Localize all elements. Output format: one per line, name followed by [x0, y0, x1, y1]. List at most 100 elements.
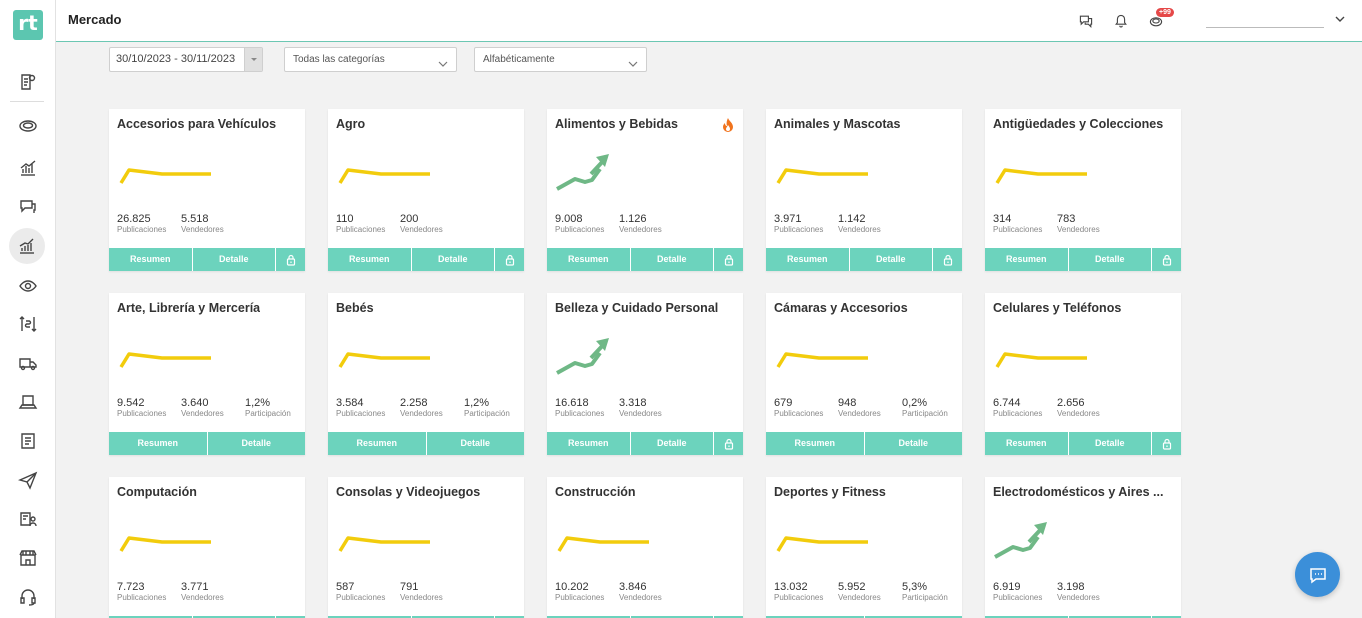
detail-button[interactable]: Detalle — [848, 248, 933, 271]
category-title[interactable]: Arte, Librería y Mercería — [117, 301, 261, 315]
category-title[interactable]: Antigüedades y Colecciones — [993, 117, 1164, 131]
card-actions: Resumen Detalle — [985, 432, 1181, 455]
bell-icon[interactable] — [1111, 11, 1131, 31]
category-title[interactable]: Bebés — [336, 301, 374, 315]
detail-button[interactable]: Detalle — [863, 432, 963, 455]
category-title[interactable]: Animales y Mascotas — [774, 117, 901, 131]
lock-icon[interactable] — [1151, 616, 1181, 618]
category-title[interactable]: Agro — [336, 117, 366, 131]
publications-label: Publicaciones — [774, 593, 824, 602]
user-name[interactable] — [1206, 27, 1324, 28]
summary-button[interactable]: Resumen — [794, 438, 835, 448]
lock-icon[interactable] — [713, 432, 743, 455]
share-stat: 0,2% Participación — [902, 397, 948, 419]
category-title[interactable]: Construcción — [555, 485, 636, 499]
lock-icon[interactable] — [713, 248, 743, 271]
summary-button[interactable]: Resumen — [129, 254, 171, 264]
store-icon[interactable] — [14, 544, 42, 572]
laptop-icon[interactable] — [14, 388, 42, 416]
lock-icon[interactable] — [1151, 248, 1181, 271]
detail-button[interactable]: Detalle — [629, 248, 714, 271]
eye-icon[interactable] — [14, 272, 42, 300]
summary-button[interactable]: Resumen — [1005, 438, 1047, 448]
summary-button[interactable]: Resumen — [348, 254, 390, 264]
summary-button[interactable]: Resumen — [1005, 254, 1047, 264]
category-title[interactable]: Computación — [117, 485, 197, 499]
detail-button[interactable]: Detalle — [1067, 248, 1152, 271]
category-title[interactable]: Consolas y Videojuegos — [336, 485, 481, 499]
summary-button[interactable]: Resumen — [137, 438, 178, 448]
summary-button[interactable]: Resumen — [567, 254, 609, 264]
coins-icon[interactable] — [1146, 11, 1166, 31]
detail-button[interactable]: Detalle — [863, 616, 963, 618]
caret-down-icon[interactable] — [244, 48, 262, 71]
publications-label: Publicaciones — [336, 409, 386, 418]
category-select[interactable]: Todas las categorías — [284, 47, 457, 72]
card-actions: Resumen Detalle — [328, 248, 524, 271]
lock-icon[interactable] — [1151, 432, 1181, 455]
category-title[interactable]: Deportes y Fitness — [774, 485, 886, 499]
date-range-picker[interactable]: 30/10/2023 - 30/11/2023 — [109, 47, 263, 72]
sort-select[interactable]: Alfabéticamente — [474, 47, 647, 72]
lock-icon[interactable] — [275, 616, 305, 618]
card-actions: Resumen Detalle — [766, 616, 962, 618]
trend-flat-sparkline — [338, 352, 430, 368]
card-actions: Resumen Detalle — [547, 248, 743, 271]
truck-icon[interactable] — [14, 349, 42, 377]
category-card: Alimentos y Bebidas 9.008 Publicaciones … — [547, 109, 743, 271]
lock-icon[interactable] — [494, 616, 524, 618]
lock-icon[interactable] — [932, 248, 962, 271]
sellers-stat: 3.640 Vendedores — [181, 397, 224, 419]
detail-button[interactable]: Detalle — [410, 616, 495, 618]
app-logo[interactable]: rt — [13, 10, 43, 40]
detail-button[interactable]: Detalle — [191, 248, 276, 271]
lock-icon[interactable] — [275, 248, 305, 271]
sellers-value: 200 — [400, 213, 419, 225]
chat-icon[interactable] — [14, 193, 42, 221]
document-plus-icon[interactable] — [14, 68, 42, 96]
detail-button[interactable]: Detalle — [1067, 432, 1152, 455]
category-title[interactable]: Accesorios para Vehículos — [117, 117, 277, 131]
summary-button[interactable]: Resumen — [567, 438, 609, 448]
chevron-down-icon[interactable] — [1334, 12, 1348, 26]
share-value: 1,2% — [464, 397, 490, 409]
detail-button[interactable]: Detalle — [410, 248, 495, 271]
category-title[interactable]: Alimentos y Bebidas — [555, 117, 678, 131]
top-header: Mercado +99 — [56, 0, 1362, 42]
trend-chart-icon[interactable] — [9, 228, 45, 264]
price-exchange-icon[interactable] — [14, 310, 42, 338]
sellers-value: 5.952 — [838, 581, 866, 593]
publications-label: Publicaciones — [555, 593, 605, 602]
send-icon[interactable] — [14, 466, 42, 494]
sidebar: rt — [0, 0, 56, 618]
chart-icon[interactable] — [14, 154, 42, 182]
detail-button[interactable]: Detalle — [1067, 616, 1152, 618]
summary-button[interactable]: Resumen — [786, 254, 828, 264]
headset-icon[interactable] — [14, 583, 42, 611]
summary-button[interactable]: Resumen — [356, 438, 397, 448]
category-title[interactable]: Celulares y Teléfonos — [993, 301, 1122, 315]
detail-button[interactable]: Detalle — [629, 432, 714, 455]
lock-icon[interactable] — [494, 248, 524, 271]
sellers-stat: 3.771 Vendedores — [181, 581, 224, 603]
chat-support-button[interactable] — [1295, 552, 1340, 597]
lock-icon[interactable] — [713, 616, 743, 618]
detail-button[interactable]: Detalle — [425, 432, 525, 455]
sellers-stat: 2.656 Vendedores — [1057, 397, 1100, 419]
category-title[interactable]: Electrodomésticos y Aires ... — [993, 485, 1164, 499]
sellers-stat: 3.318 Vendedores — [619, 397, 662, 419]
detail-button[interactable]: Detalle — [191, 616, 276, 618]
coins-icon[interactable] — [14, 112, 42, 140]
sellers-label: Vendedores — [619, 593, 662, 602]
detail-button[interactable]: Detalle — [206, 432, 306, 455]
publications-value: 6.919 — [993, 581, 1021, 593]
sellers-value: 3.846 — [619, 581, 647, 593]
category-title[interactable]: Belleza y Cuidado Personal — [555, 301, 719, 315]
user-card-icon[interactable] — [14, 505, 42, 533]
card-actions: Resumen Detalle — [328, 432, 524, 455]
detail-button[interactable]: Detalle — [629, 616, 714, 618]
sidebar-divider — [10, 101, 44, 102]
chat-icon[interactable] — [1076, 11, 1096, 31]
category-title[interactable]: Cámaras y Accesorios — [774, 301, 908, 315]
list-icon[interactable] — [14, 427, 42, 455]
